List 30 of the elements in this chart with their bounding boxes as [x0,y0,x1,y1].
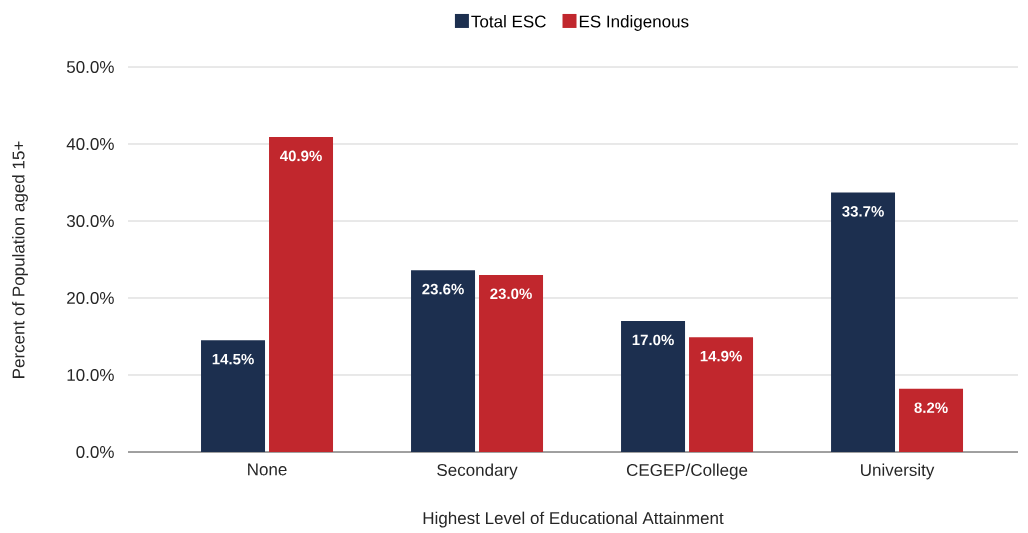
bar [411,270,476,452]
y-tick-label: 40.0% [66,137,114,151]
data-label: 23.0% [490,288,532,300]
data-label: 17.0% [632,334,674,346]
bar [621,321,686,452]
data-label: 14.5% [212,353,254,365]
bar [201,340,266,452]
x-tick-label: Secondary [437,463,518,480]
legend-label: ES Indigenous [579,15,689,31]
legend-label: Total ESC [471,15,546,28]
bar [269,137,334,452]
bar [831,192,896,452]
y-tick-label: 30.0% [66,214,114,228]
x-axis-title: Highest Level of Educational Attainment [423,511,724,528]
y-axis-title: Percent of Population aged 15+ [12,141,28,378]
x-tick-label: University [861,463,935,480]
data-label: 33.7% [842,206,884,217]
y-tick-label: 10.0% [67,368,114,382]
data-label: 8.2% [914,402,948,414]
y-tick-label: 20.0% [67,291,114,305]
data-label: 40.9% [279,150,322,162]
y-tick-label: 50.0% [66,60,114,74]
data-label: 23.6% [422,283,464,295]
x-tick-label: CEGEP/College [626,463,748,480]
x-tick-label: None [248,463,287,476]
bar [479,274,544,452]
data-label: 14.9% [700,350,742,362]
bar [689,337,754,452]
bar [899,388,964,452]
y-tick-label: 0.0% [76,445,114,459]
